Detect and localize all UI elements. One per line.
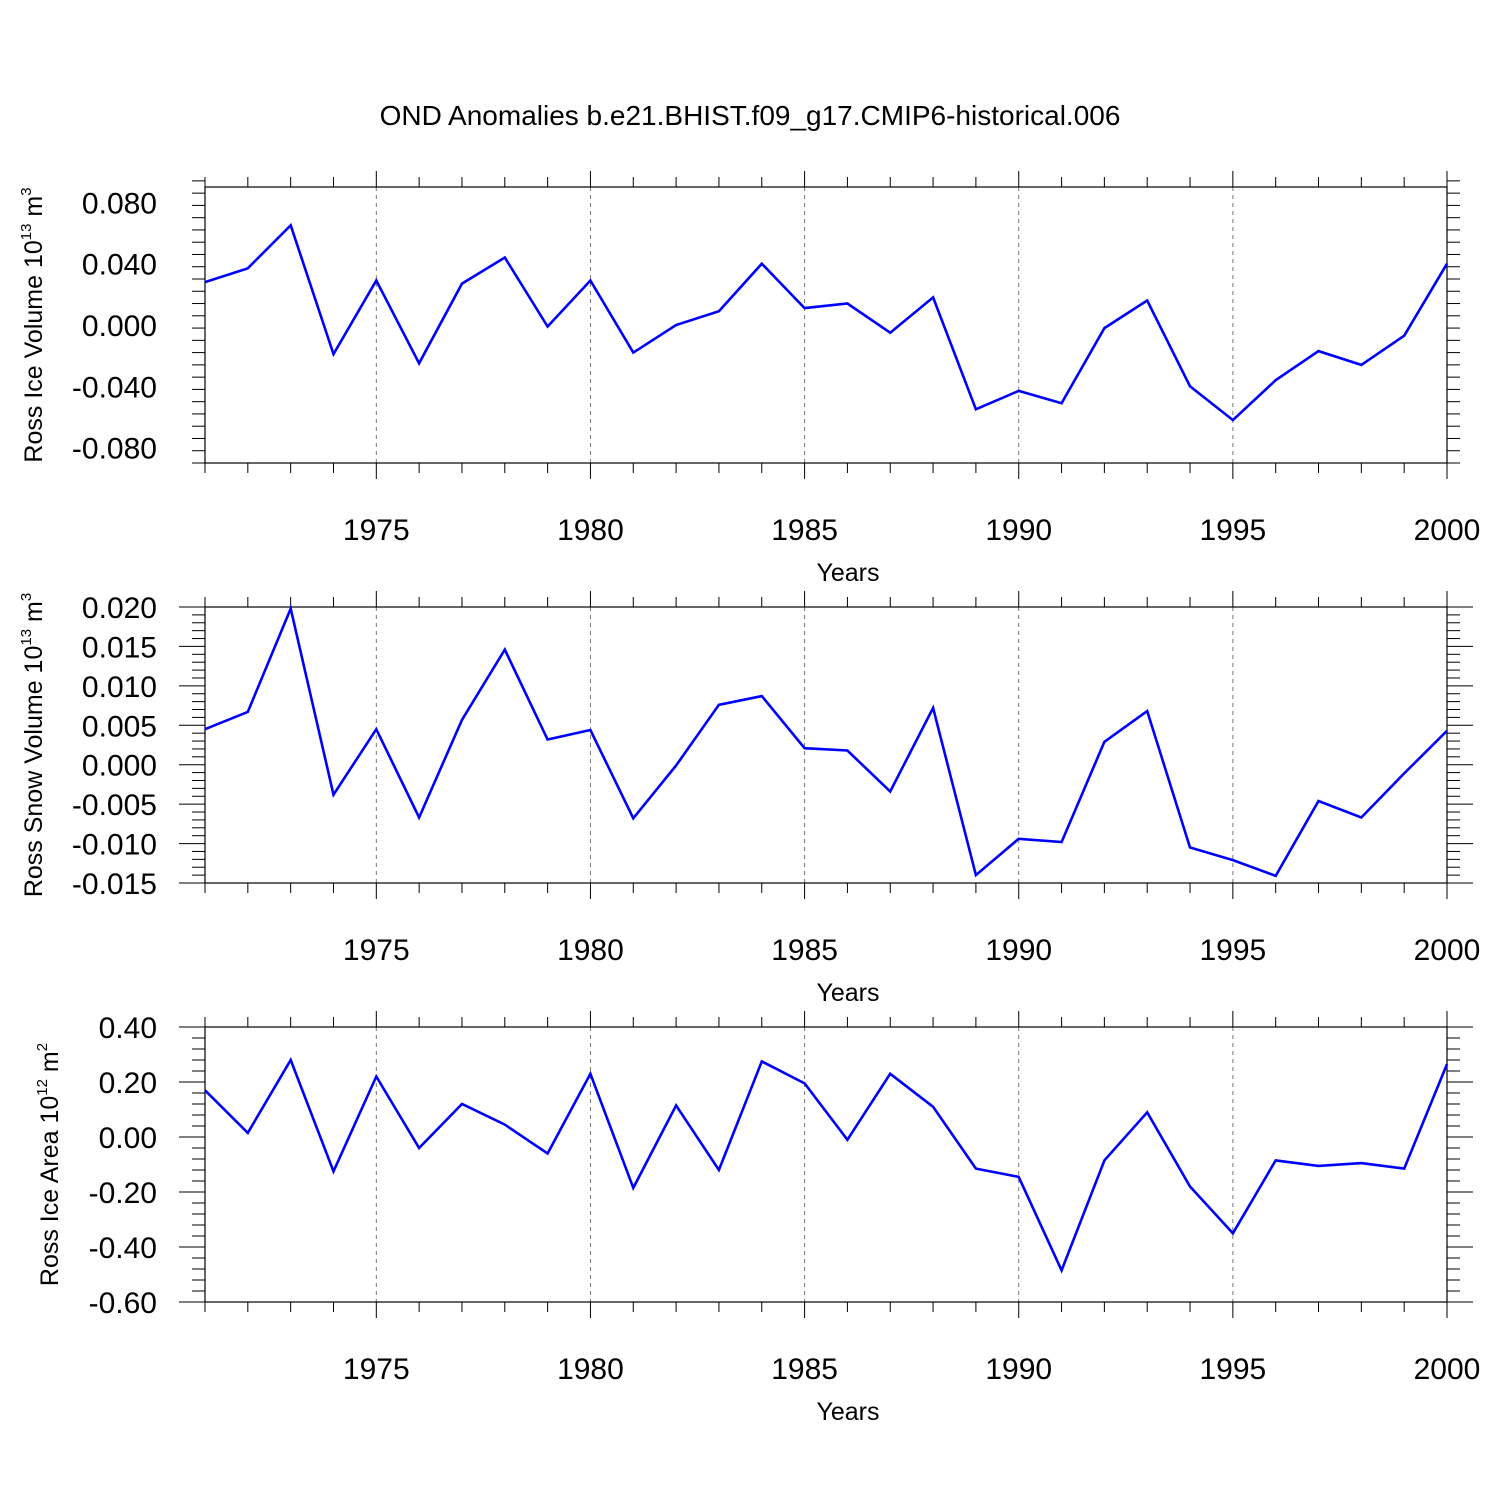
y-tick-label: -0.60 <box>89 1287 157 1320</box>
y-tick-label: 0.000 <box>82 310 157 343</box>
y-tick-label: 0.000 <box>82 750 157 783</box>
series-line <box>204 1057 1449 1274</box>
y-tick-label: -0.40 <box>89 1232 157 1265</box>
chart-panel-2: 0.020 0.015 0.010 0.005 0.000 -0.005 -0.010 -0.… <box>18 591 1480 1007</box>
x-tick-label: 1975 <box>343 934 410 967</box>
y-tick-label: -0.015 <box>72 868 157 901</box>
x-tick-label: 1995 <box>1199 514 1266 547</box>
x-tick-label: 1990 <box>985 1353 1052 1386</box>
x-tick-label: 2000 <box>1414 1353 1481 1386</box>
y-tick-label: 0.040 <box>82 249 157 282</box>
x-tick-label: 1985 <box>771 1353 838 1386</box>
x-tick-label: 1980 <box>557 1353 624 1386</box>
y-tick-label: 0.005 <box>82 710 157 743</box>
y-axis-label: Ross Ice Area 1012 m2 <box>34 1043 64 1286</box>
figure-title: OND Anomalies b.e21.BHIST.f09_g17.CMIP6-… <box>380 100 1121 131</box>
x-tick-label: 1985 <box>771 514 838 547</box>
y-tick-label: 0.020 <box>82 592 157 625</box>
x-tick-label: 1975 <box>343 1353 410 1386</box>
x-tick-label: 1985 <box>771 934 838 967</box>
x-tick-label: 1995 <box>1199 934 1266 967</box>
x-tick-label: 1975 <box>343 514 410 547</box>
y-tick-label: 0.080 <box>82 187 157 220</box>
x-tick-label: 1995 <box>1199 1353 1266 1386</box>
plot-frame <box>204 186 1448 464</box>
chart-panel-1: 0.080 0.040 0.000 -0.040 -0.080 1975 1980 1985 1… <box>18 171 1480 587</box>
y-tick-label: 0.010 <box>82 671 157 704</box>
x-tick-label: 1980 <box>557 514 624 547</box>
y-tick-label: -0.20 <box>89 1177 157 1210</box>
series-line <box>204 604 1448 878</box>
x-axis-label: Years <box>816 559 879 587</box>
x-tick-label: 1990 <box>985 514 1052 547</box>
y-tick-label: -0.005 <box>72 789 157 822</box>
y-tick-label: 0.40 <box>99 1012 157 1045</box>
x-tick-label: 1990 <box>985 934 1052 967</box>
y-tick-label: 0.015 <box>82 631 157 664</box>
x-axis-label: Years <box>816 979 879 1007</box>
y-tick-label: -0.040 <box>72 371 157 404</box>
chart-panel-3: 0.40 0.20 0.00 -0.20 -0.40 -0.60 1975 1980 1985 1… <box>34 1011 1480 1426</box>
y-tick-label: -0.080 <box>72 433 157 466</box>
x-axis-label: Years <box>816 1398 879 1426</box>
y-tick-label: 0.20 <box>99 1067 157 1100</box>
plot-frame <box>204 606 1448 884</box>
x-tick-label: 2000 <box>1414 934 1481 967</box>
plot-frame <box>204 1026 1448 1303</box>
chart-panels: 0.080 0.040 0.000 -0.040 -0.080 1975 1980 1985 1… <box>18 171 1480 1426</box>
y-tick-label: 0.00 <box>99 1122 157 1155</box>
x-tick-label: 1980 <box>557 934 624 967</box>
y-axis-label: Ross Ice Volume 1013 m3 <box>18 187 48 462</box>
series-line <box>204 222 1449 422</box>
x-tick-label: 2000 <box>1414 514 1481 547</box>
y-tick-label: -0.010 <box>72 829 157 862</box>
y-axis-label: Ross Snow Volume 1013 m3 <box>18 593 48 897</box>
